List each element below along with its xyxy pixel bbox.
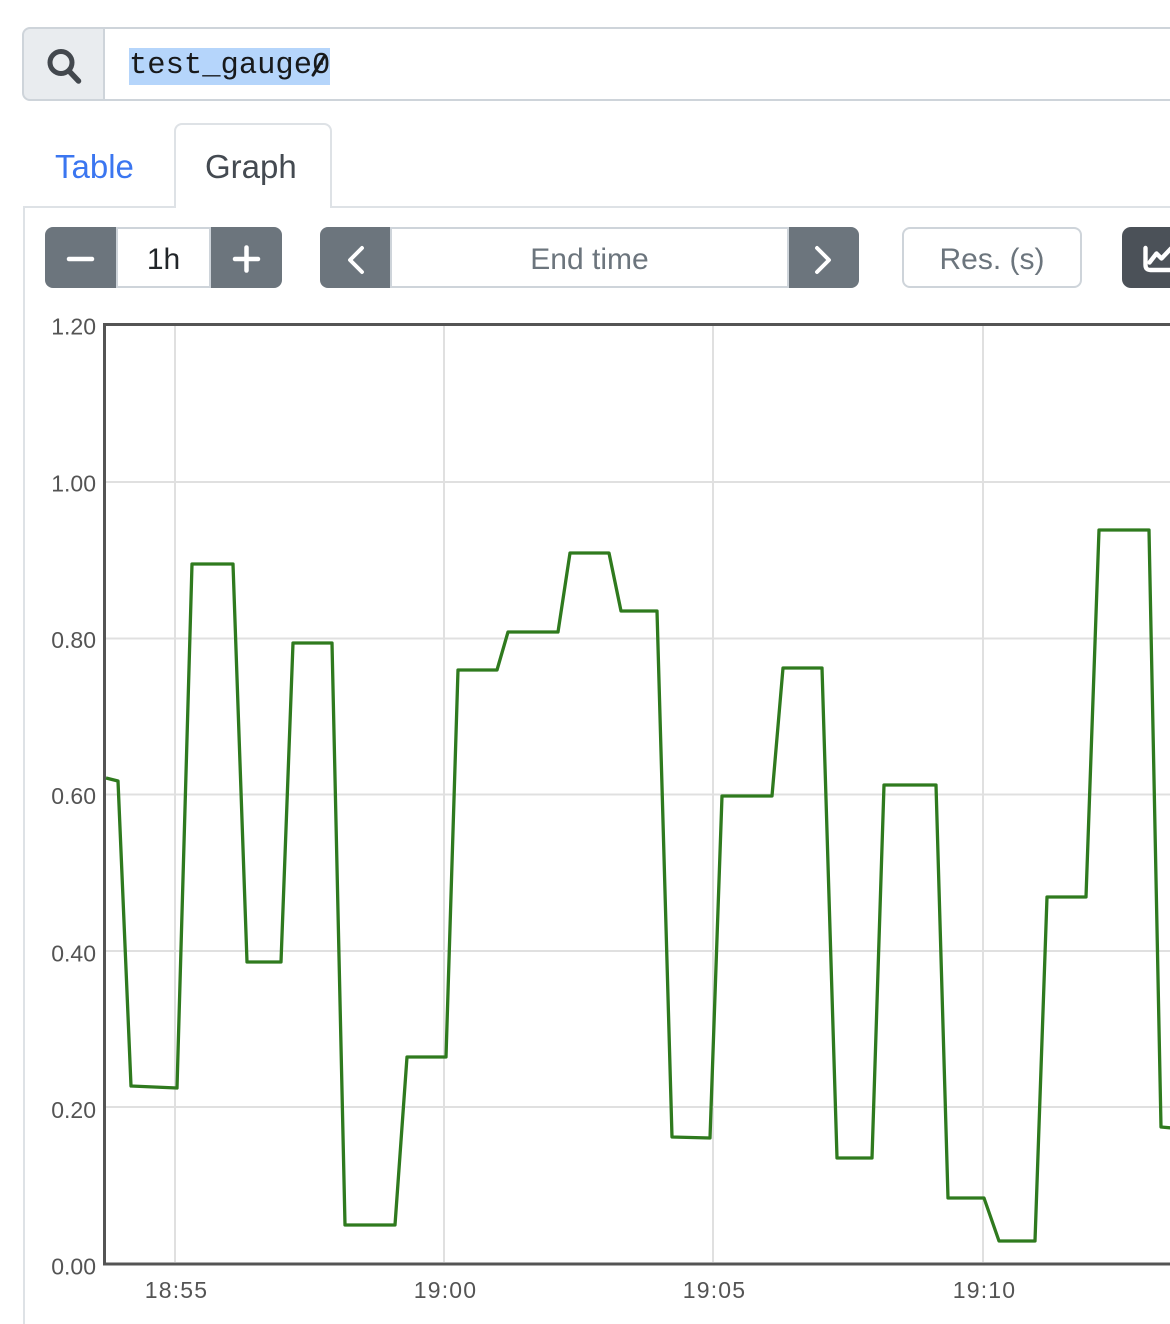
svg-text:0.20: 0.20: [51, 1097, 96, 1123]
svg-text:0.80: 0.80: [51, 627, 96, 653]
svg-text:19:05: 19:05: [683, 1277, 747, 1303]
svg-text:19:10: 19:10: [953, 1277, 1017, 1303]
svg-text:18:55: 18:55: [145, 1277, 209, 1303]
svg-text:1.20: 1.20: [51, 314, 96, 340]
svg-text:1.00: 1.00: [51, 471, 96, 497]
svg-text:0.40: 0.40: [51, 941, 96, 967]
svg-text:0.60: 0.60: [51, 783, 96, 809]
svg-text:0.00: 0.00: [51, 1254, 96, 1280]
svg-text:19:00: 19:00: [414, 1277, 478, 1303]
